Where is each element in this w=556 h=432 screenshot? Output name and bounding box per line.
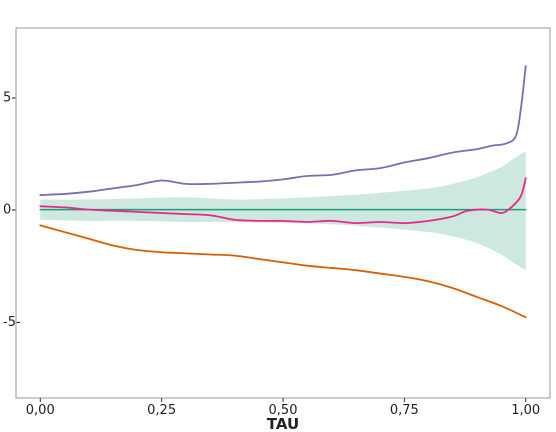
- series-layer: [39, 65, 527, 319]
- y-tick-label: 0-: [3, 203, 16, 218]
- confidence-band-layer: [40, 151, 526, 271]
- series-line-2: [39, 65, 527, 196]
- x-axis-title: TAU: [267, 415, 299, 432]
- y-tick-label: -5-: [3, 315, 21, 330]
- x-tick-label: 1,00: [511, 403, 540, 418]
- series-line-4: [39, 224, 527, 319]
- series-line-3: [39, 177, 527, 224]
- x-axis: 0,00 0,25 0,50 0,75 1,00: [26, 398, 540, 418]
- x-tick-label: 0,00: [26, 403, 55, 418]
- x-tick-label: 0,50: [269, 403, 298, 418]
- confidence-band: [40, 151, 526, 271]
- y-axis: 5- 0- -5-: [3, 91, 21, 330]
- y-tick-label: 5-: [3, 91, 16, 106]
- x-tick-label: 0,75: [390, 403, 419, 418]
- x-tick-label: 0,25: [147, 403, 176, 418]
